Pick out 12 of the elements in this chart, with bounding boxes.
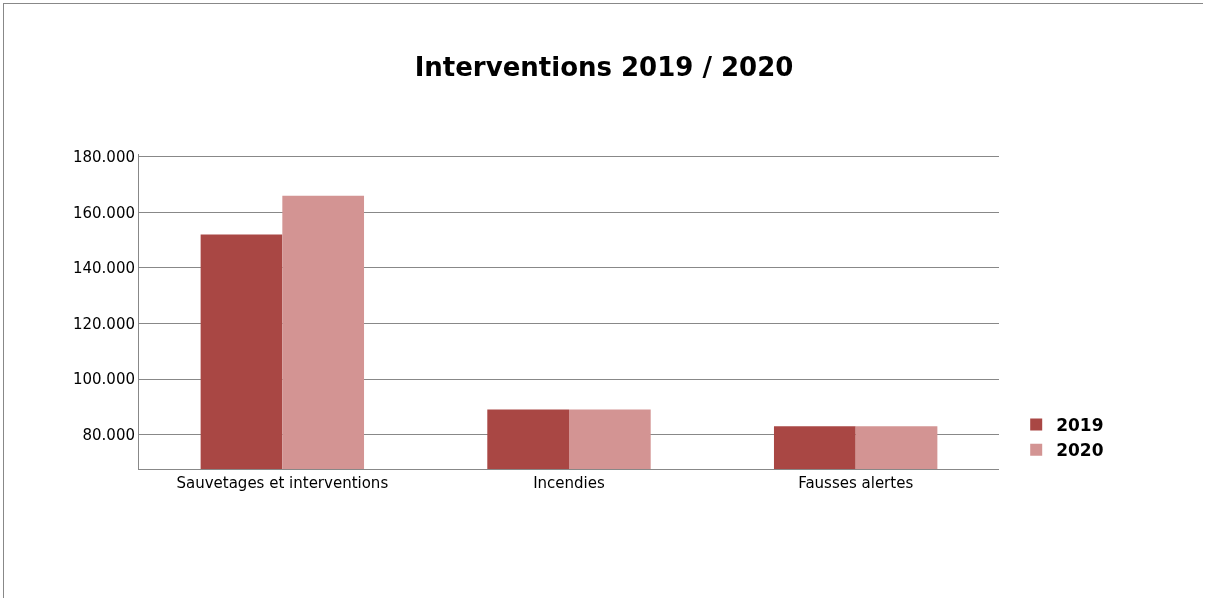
y-tick-label: 140.000 [72,259,135,278]
legend-label: 2019 [1056,415,1104,436]
y-tick-label: 100.000 [72,370,135,389]
y-tick-label: 80.000 [82,425,135,444]
x-tick-label: Incendies [533,474,605,492]
x-tick-label: Sauvetages et interventions [176,474,389,492]
x-tick-label: Fausses alertes [798,474,914,492]
y-tick-label: 120.000 [72,314,135,333]
y-tick-label: 160.000 [72,203,135,222]
chart-title: Interventions 2019 / 2020 [414,51,794,82]
y-tick-label: 180.000 [72,148,135,167]
legend-label: 2020 [1056,440,1104,461]
